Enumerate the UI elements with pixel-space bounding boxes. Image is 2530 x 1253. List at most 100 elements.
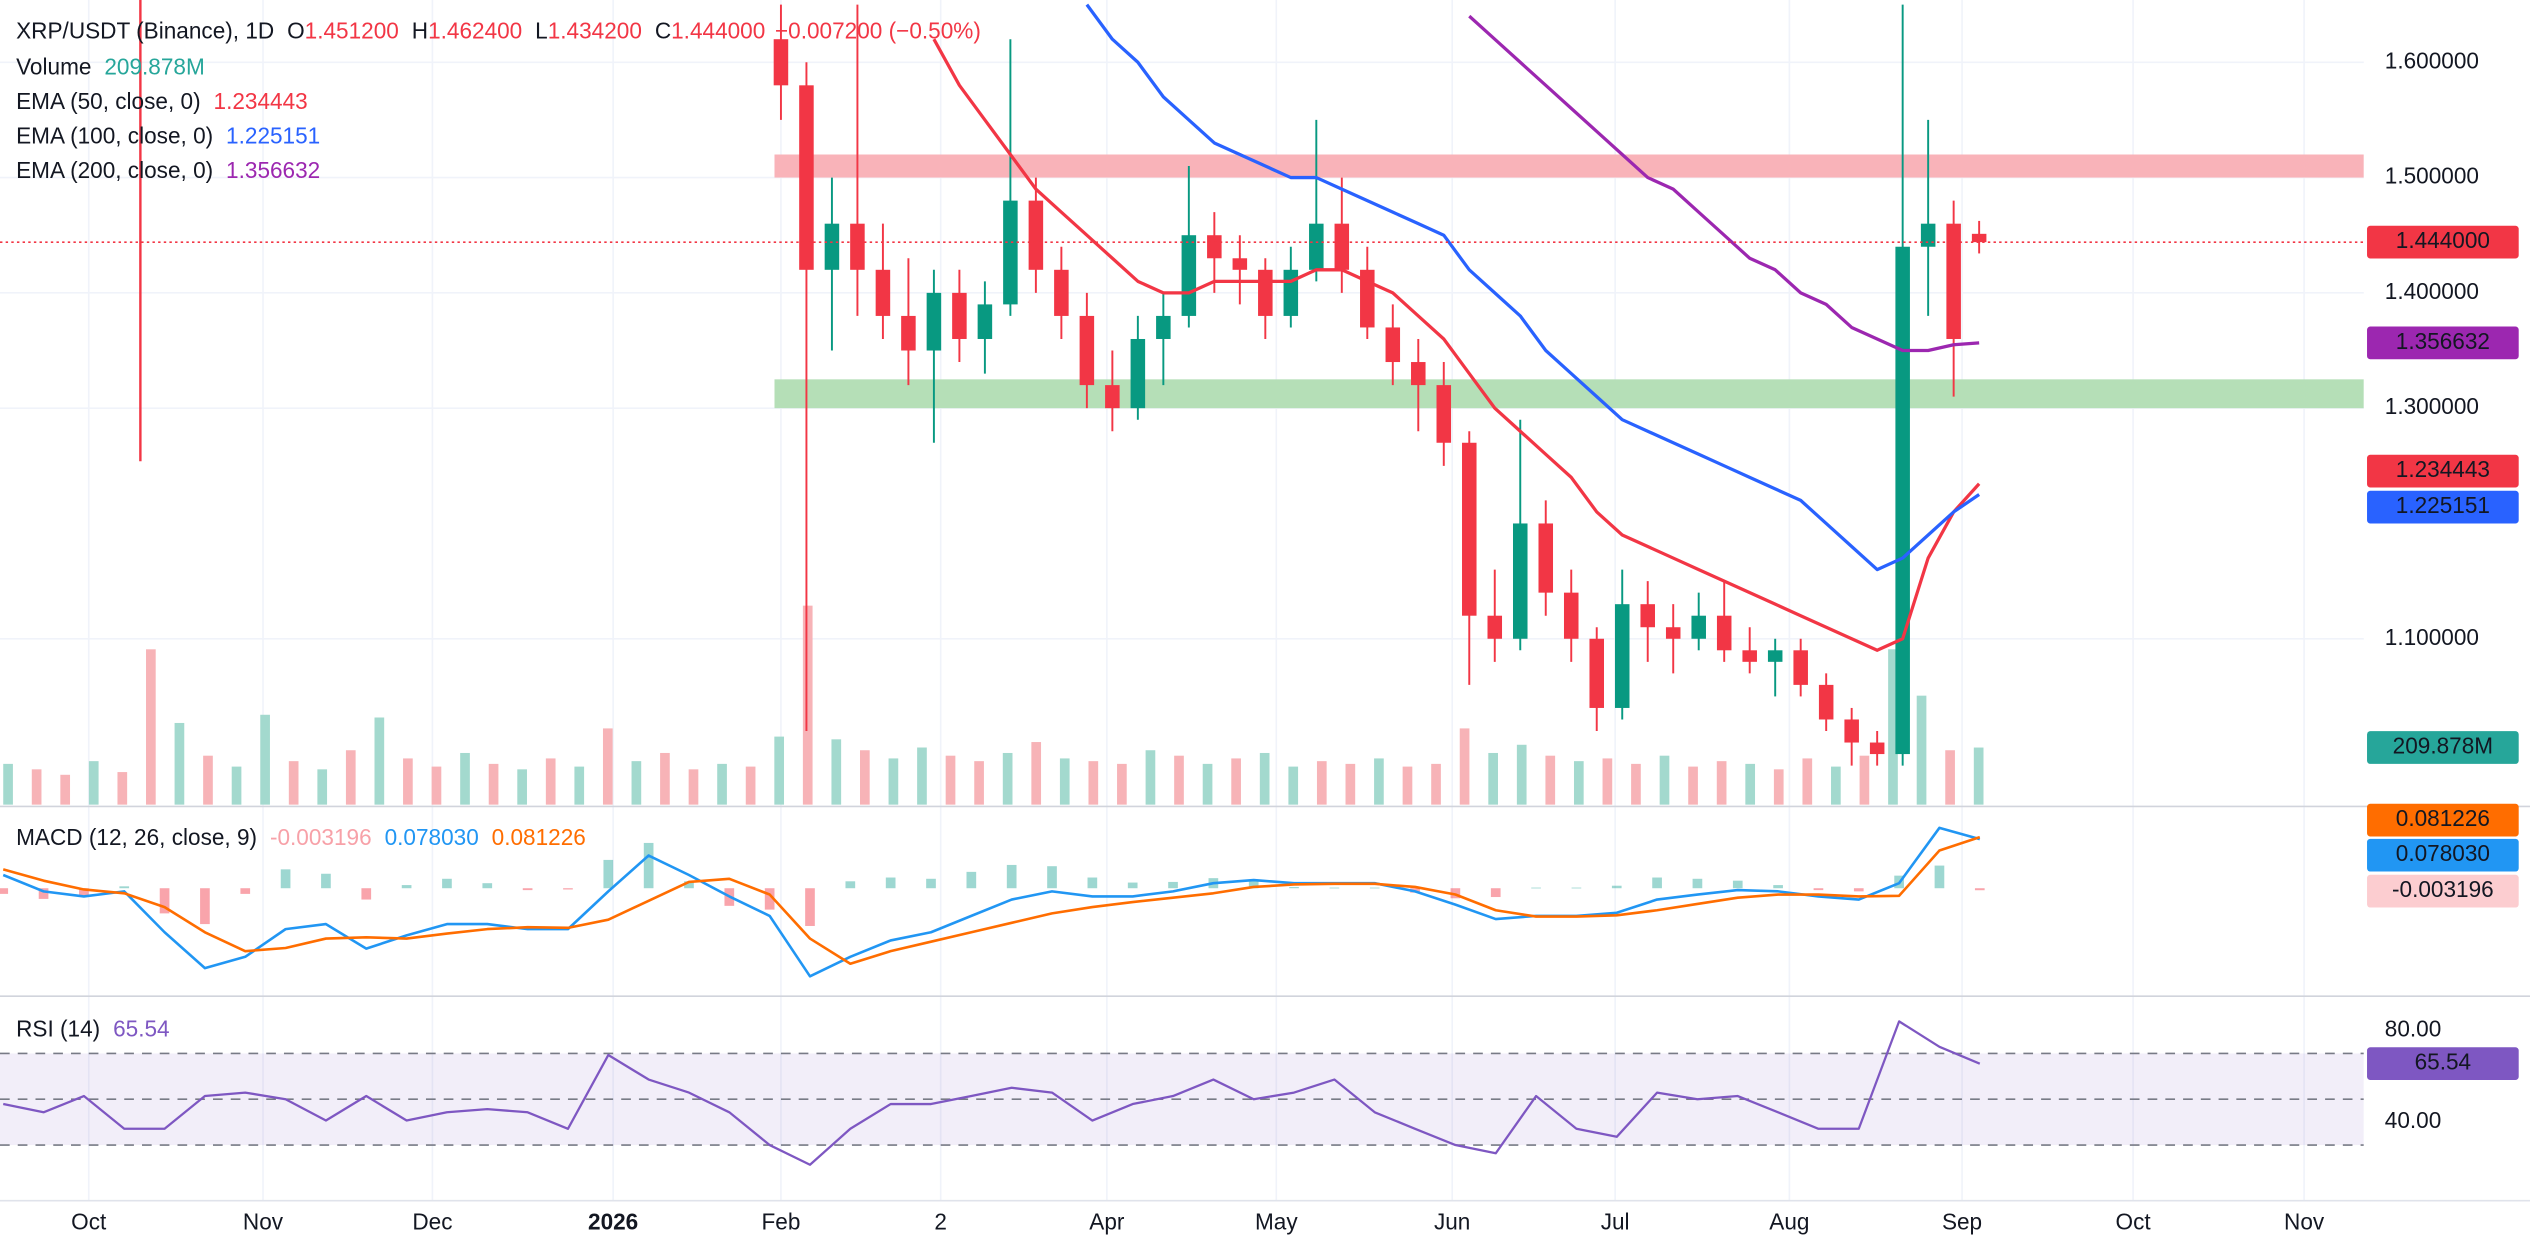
candle-body: [1767, 650, 1783, 662]
volume-bar: [1802, 758, 1813, 805]
macd-histogram-bar: [845, 881, 856, 889]
volume-bar: [888, 758, 899, 805]
macd-histogram-bar: [159, 888, 170, 914]
legend-ohlc-key: C: [655, 18, 671, 44]
candle-body: [1640, 604, 1655, 628]
candle-body: [1334, 223, 1350, 270]
candle-body: [1054, 269, 1069, 316]
x-tick-label: Dec: [412, 1208, 452, 1234]
volume-bar: [1088, 761, 1099, 805]
volume-bar: [574, 766, 585, 805]
price-badge-label: 0.081226: [2396, 805, 2490, 831]
y-tick-label: 40.00: [2385, 1107, 2442, 1133]
candle-body: [850, 223, 865, 270]
macd-histogram-bar: [643, 842, 654, 889]
volume-bar: [602, 728, 613, 805]
volume-bar: [317, 769, 328, 805]
legend-row: Volume 209.878M: [16, 54, 205, 80]
volume-bar: [260, 714, 270, 805]
macd-histogram-bar: [1490, 888, 1501, 898]
macd-pane: [0, 826, 1985, 978]
volume-bar: [345, 750, 356, 805]
candle-body: [1462, 442, 1477, 616]
candle-body: [773, 39, 789, 86]
price-zone: [774, 379, 2364, 409]
candle-body: [1844, 719, 1859, 743]
candle-body: [1130, 338, 1146, 409]
macd-histogram-bar: [1853, 888, 1864, 892]
macd-histogram-bar: [966, 871, 977, 889]
legend-ohlc-value: 1.434200: [548, 18, 642, 44]
x-tick-label: Aug: [1769, 1208, 1809, 1234]
volume-bar: [1716, 761, 1727, 805]
price-badge-label: -0.003196: [2392, 876, 2494, 902]
price-badge-label: 1.234443: [2396, 456, 2490, 482]
legend-ohlc-key: O: [287, 18, 305, 44]
legend-value: 1.356632: [226, 157, 320, 183]
legend-row: EMA (100, close, 0) 1.225151: [16, 122, 320, 148]
candle-body: [1436, 385, 1452, 443]
candle-body: [1895, 246, 1910, 755]
volume-bar: [1459, 728, 1470, 805]
macd-histogram-bar: [240, 888, 251, 894]
candle-body: [799, 85, 814, 270]
macd-histogram-bar: [401, 885, 412, 889]
legend-title: XRP/USDT (Binance), 1D: [16, 18, 274, 44]
price-badge: [2367, 874, 2519, 908]
price-badge-label: 209.878M: [2393, 732, 2493, 758]
volume-bar: [3, 763, 13, 805]
volume-bar: [745, 766, 756, 805]
candle-body: [1309, 223, 1324, 270]
macd-histogram-bar: [1369, 887, 1380, 889]
x-tick-label: Nov: [2284, 1208, 2325, 1234]
price-badge-label: 0.078030: [2396, 840, 2490, 866]
volume-bar: [88, 761, 99, 805]
rsi-pane: [0, 1020, 2364, 1166]
candle-body: [1207, 235, 1222, 259]
volume-bar: [1031, 742, 1042, 805]
legend-name: Volume: [16, 54, 91, 80]
x-tick-label: 2026: [588, 1208, 638, 1234]
x-tick-label: May: [1255, 1208, 1298, 1234]
volume-bar: [1602, 758, 1613, 805]
volume-bar: [945, 755, 956, 805]
ema-line: [1085, 3, 1981, 572]
volume-bar: [1516, 744, 1527, 805]
legend-row: MACD (12, 26, close, 9) -0.003196 0.078030…: [16, 824, 586, 850]
volume-bar: [1573, 761, 1584, 805]
legend-ohlc-value: 1.451200: [305, 18, 399, 44]
volume-bar: [1659, 755, 1670, 805]
macd-histogram-bar: [1127, 882, 1138, 889]
candle-body: [824, 223, 840, 270]
volume-bar: [1231, 758, 1241, 805]
volume-bar: [717, 763, 727, 805]
volume-bar: [1745, 763, 1756, 805]
x-tick-label: Jun: [1434, 1208, 1470, 1234]
macd-histogram-bar: [1168, 881, 1178, 889]
legend-ohlc-key: H: [412, 18, 428, 44]
macd-histogram-bar: [321, 873, 331, 889]
candle-body: [1691, 615, 1706, 639]
macd-histogram-bar: [1611, 885, 1622, 889]
macd-histogram-bar: [926, 878, 936, 889]
candle-body: [875, 269, 891, 316]
legend-value: 1.234443: [214, 88, 308, 114]
candle-body: [1589, 638, 1605, 708]
candle-body: [1869, 742, 1885, 755]
x-tick-label: Nov: [243, 1208, 284, 1234]
macd-histogram-bar: [1934, 865, 1945, 889]
volume-bar: [174, 722, 185, 805]
candle-body: [952, 292, 967, 339]
macd-histogram-bar: [1289, 886, 1299, 889]
macd-histogram-bar: [79, 888, 89, 896]
candle-body: [1258, 269, 1273, 316]
volume-bar: [1773, 769, 1784, 805]
legend-value: 0.078030: [385, 824, 479, 850]
volume-bar: [688, 769, 699, 805]
volume-bar: [146, 649, 156, 805]
x-tick-label: Sep: [1942, 1208, 1982, 1234]
candle-body: [1411, 362, 1426, 386]
candle-body: [1793, 650, 1808, 685]
volume-bar: [1145, 750, 1156, 805]
